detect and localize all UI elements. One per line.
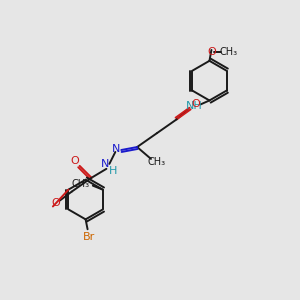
Text: NH: NH [186, 101, 203, 111]
Text: O: O [191, 99, 200, 110]
Text: O: O [207, 47, 216, 57]
Text: CH₃: CH₃ [72, 179, 90, 189]
Text: N: N [101, 159, 110, 169]
Text: O: O [70, 156, 79, 166]
Text: N: N [112, 144, 121, 154]
Text: CH₃: CH₃ [219, 47, 237, 57]
Text: O: O [52, 199, 60, 208]
Text: H: H [109, 166, 118, 176]
Text: CH₃: CH₃ [148, 157, 166, 167]
Text: Br: Br [82, 232, 95, 242]
